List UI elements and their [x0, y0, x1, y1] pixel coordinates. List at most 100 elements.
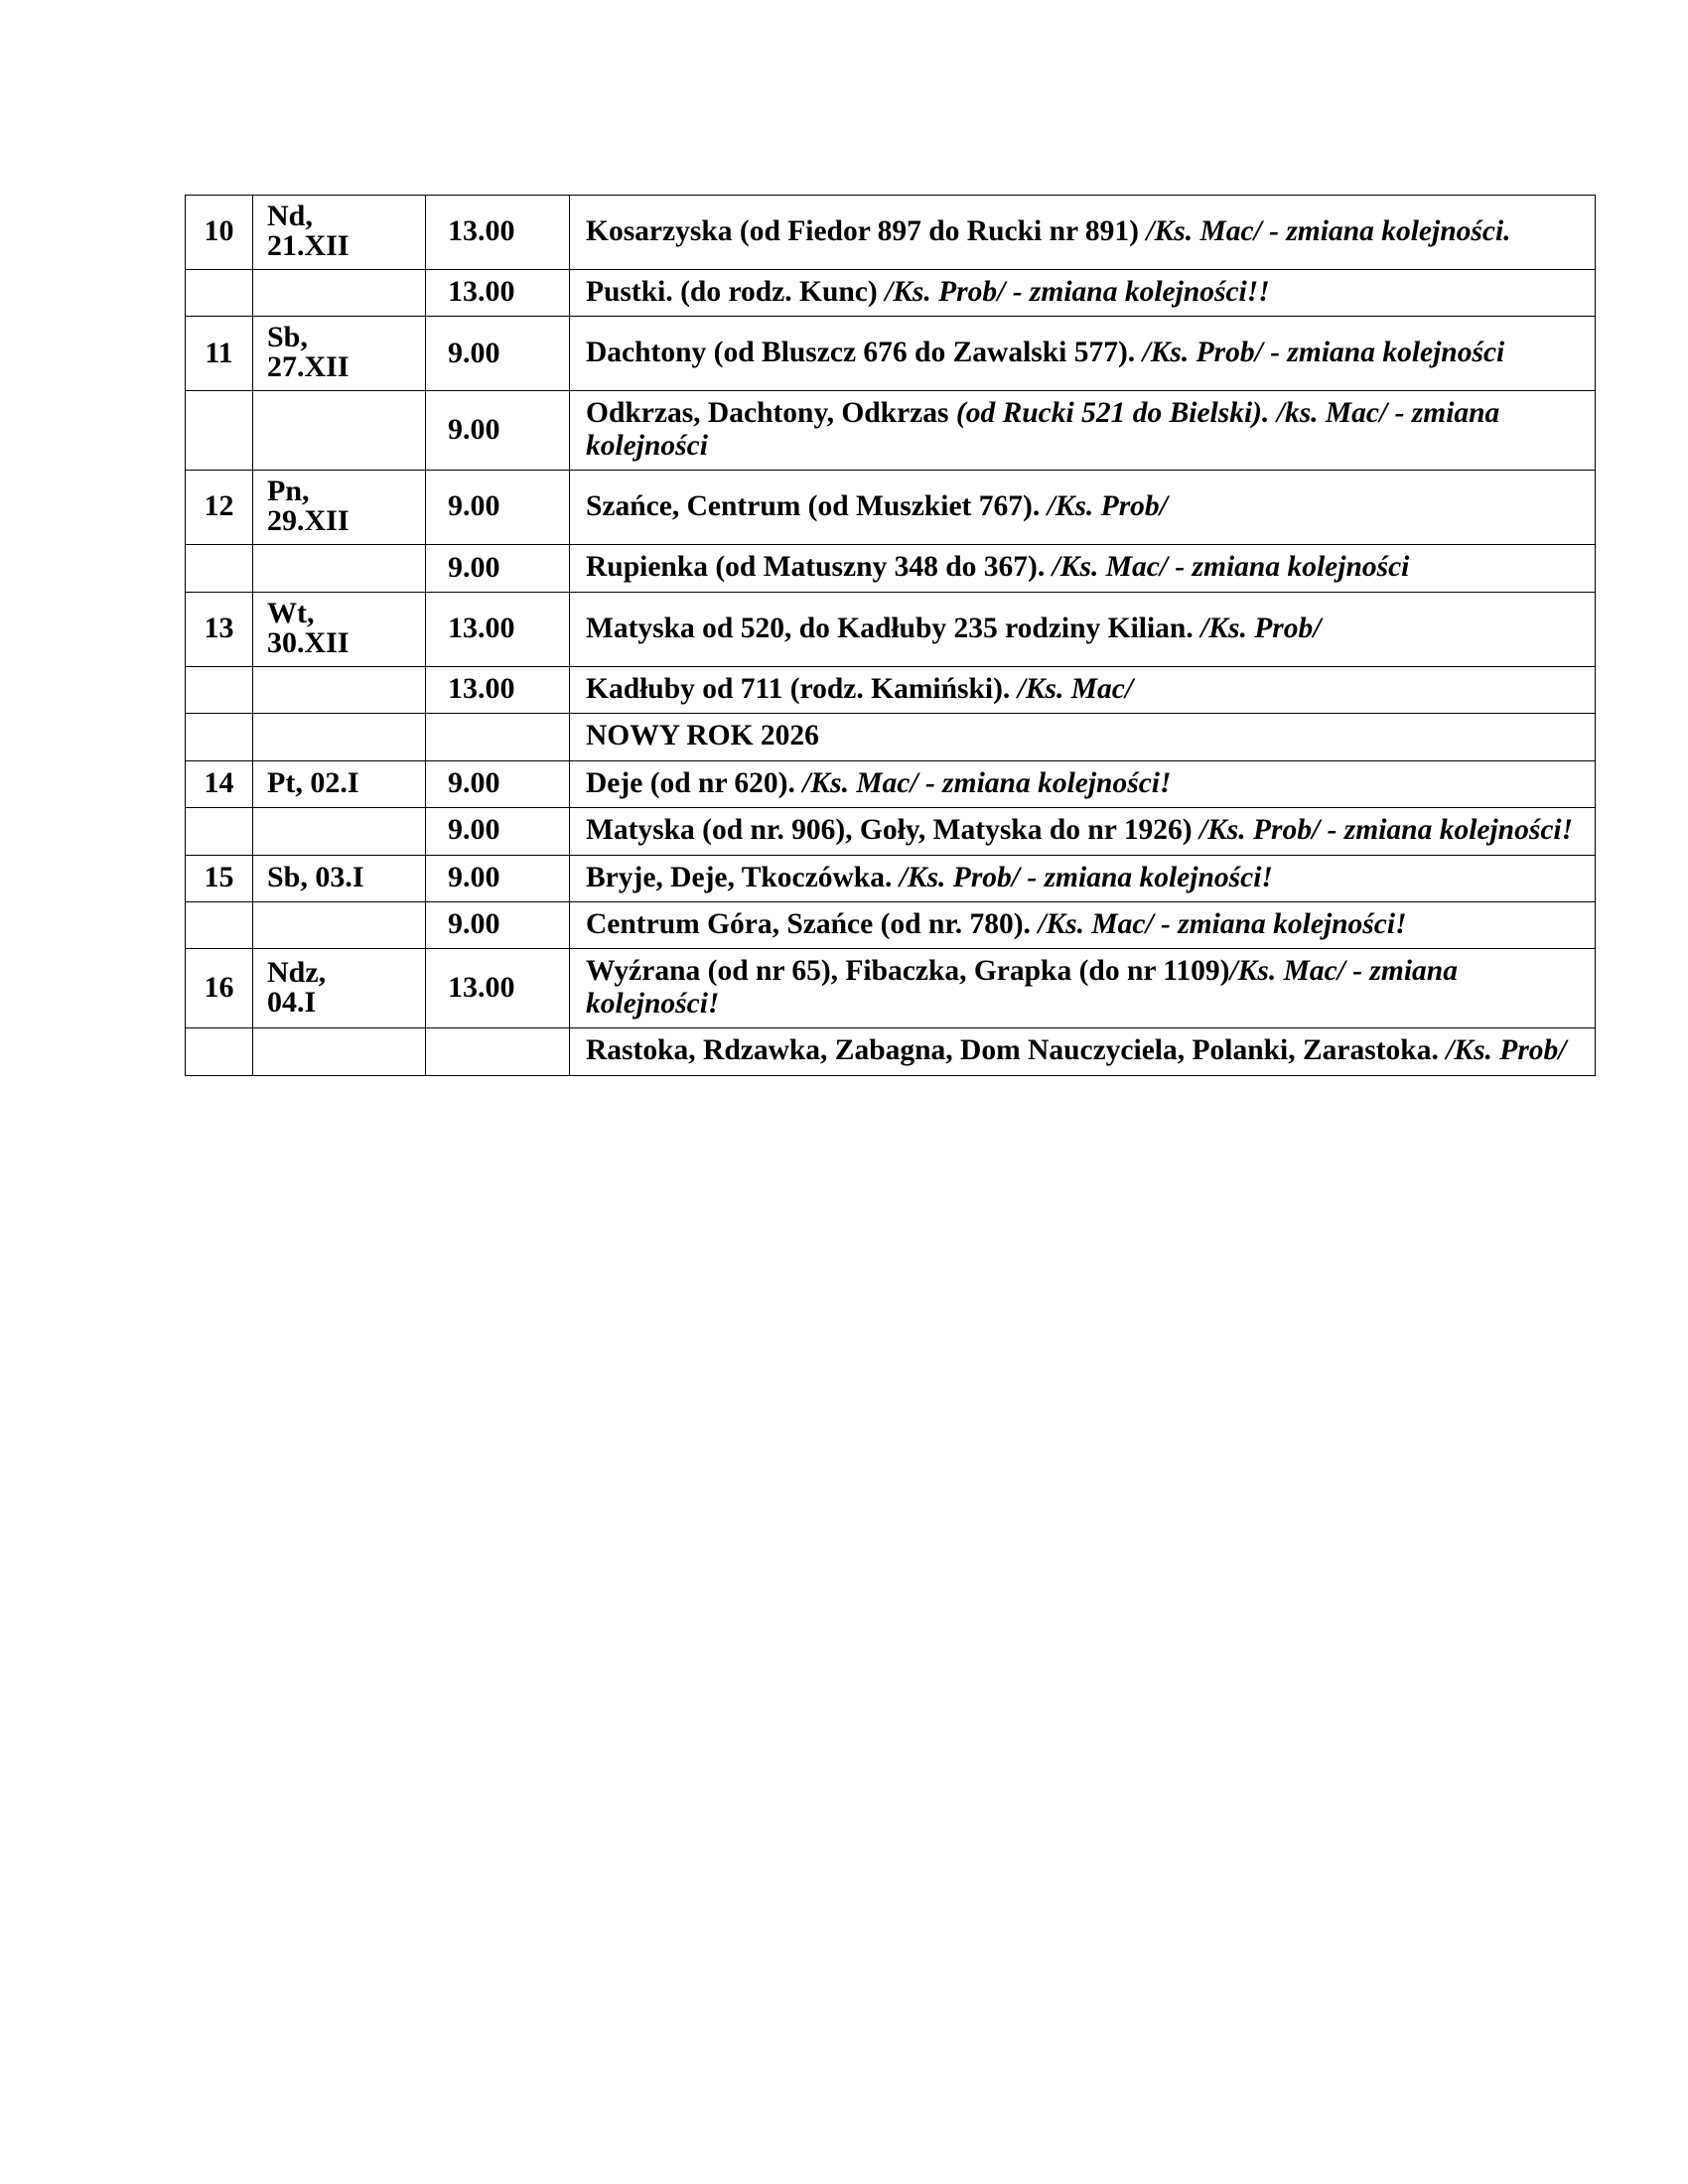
description-priest-note: /Ks. Prob/ - zmiana kolejności! — [899, 861, 1273, 893]
description-priest-note: /Ks. Prob/ - zmiana kolejności! — [1198, 814, 1574, 847]
table-body: 10 Nd, 21.XII 13.00 Kosarzyska (od Fiedor 89… — [185, 195, 1596, 1076]
day-date-cell — [252, 544, 426, 593]
description-cell: Odkrzas, Dachtony, Odkrzas (od Rucki 521… — [569, 390, 1596, 472]
table-row: 15 Sb, 03.I 9.00 Bryje, Deje, Tkoczówka. /K… — [185, 854, 1596, 902]
time-cell: 9.00 — [425, 807, 570, 856]
time-cell: 13.00 — [425, 665, 570, 715]
day-date-cell: Nd, 21.XII — [252, 195, 426, 270]
day-date: 04.I — [267, 985, 317, 1019]
table-row: 14 Pt, 02.I 9.00 Deje (od nr 620). /Ks. Mac… — [185, 759, 1596, 809]
description-main: NOWY ROK 2026 — [586, 720, 819, 752]
description-main: Odkrzas, Dachtony, Odkrzas — [586, 397, 956, 430]
table-row: 12 Pn, 29.XII 9.00 Szańce, Centrum (od Muszk… — [185, 470, 1596, 546]
time-cell — [425, 1027, 570, 1076]
time-cell: 13.00 — [425, 591, 570, 667]
description-cell: Szańce, Centrum (od Muszkiet 767). /Ks. … — [569, 470, 1596, 546]
time-cell — [425, 713, 570, 761]
description-cell: Dachtony (od Bluszcz 676 do Zawalski 577… — [569, 316, 1596, 392]
time-cell: 13.00 — [425, 195, 570, 270]
table-row: 9.00 Odkrzas, Dachtony, Odkrzas (od Rucki… — [185, 390, 1596, 472]
description-cell: Matyska od 520, do Kadłuby 235 rodziny K… — [569, 591, 1596, 667]
description-priest-note: /Ks. Prob/ — [1200, 612, 1322, 644]
description-main: Deje (od nr 620). — [586, 766, 803, 799]
description-priest-note: /Ks. Mac/ - zmiana kolejności. — [1146, 214, 1511, 247]
table-row: 13.00 Pustki. (do rodz. Kunc) /Ks. Prob/ … — [185, 268, 1596, 318]
day-date: 30.XII — [267, 625, 350, 659]
description-priest-note: /Ks. Prob/ — [1446, 1034, 1567, 1067]
row-number-cell — [185, 713, 253, 761]
table-row: 11 Sb, 27.XII 9.00 Dachtony (od Bluszcz 676 … — [185, 316, 1596, 392]
description-main: Wyźrana (od nr 65), Fibaczka, Grapka (do… — [586, 955, 1230, 988]
day-name: Sb, 03.I — [267, 860, 364, 893]
day-name: Pt, 02.I — [267, 765, 359, 799]
description-cell: Pustki. (do rodz. Kunc) /Ks. Prob/ - zmi… — [569, 268, 1596, 318]
row-number-cell — [185, 807, 253, 856]
day-date: 27.XII — [267, 350, 350, 384]
description-priest-note: (od Rucki 521 do Bielski). /ks. Mac/ - z… — [586, 397, 1500, 462]
time-cell: 9.00 — [425, 390, 570, 472]
day-name: Ndz, — [267, 955, 327, 989]
day-date-cell — [252, 1027, 426, 1076]
time-cell: 9.00 — [425, 544, 570, 593]
row-number-cell: 15 — [185, 854, 253, 902]
description-main: Szańce, Centrum (od Muszkiet 767). — [586, 490, 1048, 523]
row-number-cell — [185, 268, 253, 318]
day-date-cell: Wt, 30.XII — [252, 591, 426, 667]
day-date: 21.XII — [267, 229, 350, 262]
row-number-cell — [185, 900, 253, 950]
table-row: 13 Wt, 30.XII 13.00 Matyska od 520, do Kadłu… — [185, 591, 1596, 667]
row-number-cell — [185, 544, 253, 593]
description-main: Rupienka (od Matuszny 348 do 367). — [586, 551, 1053, 584]
description-cell: Matyska (od nr. 906), Goły, Matyska do n… — [569, 807, 1596, 856]
day-name: Pn, — [267, 475, 310, 508]
time-cell: 13.00 — [425, 948, 570, 1029]
day-date-cell — [252, 713, 426, 761]
day-name: Nd, — [267, 200, 313, 232]
time-cell: 9.00 — [425, 759, 570, 809]
description-priest-note: /Ks. Prob/ - zmiana kolejności — [1142, 337, 1505, 369]
description-main: Dachtony (od Bluszcz 676 do Zawalski 577… — [586, 337, 1143, 369]
day-date-cell: Sb, 03.I — [252, 854, 426, 902]
description-priest-note: /Ks. Mac/ - zmiana kolejności! — [586, 955, 1458, 1020]
description-main: Kosarzyska (od Fiedor 897 do Rucki nr 89… — [586, 214, 1147, 247]
time-cell: 9.00 — [425, 900, 570, 950]
day-date-cell: Sb, 27.XII — [252, 316, 426, 392]
description-main: Rastoka, Rdzawka, Zabagna, Dom Nauczycie… — [586, 1034, 1447, 1067]
description-cell: Deje (od nr 620). /Ks. Mac/ - zmiana kol… — [569, 759, 1596, 809]
row-number-cell: 12 — [185, 470, 253, 546]
day-date-cell: Ndz, 04.I — [252, 948, 426, 1029]
description-priest-note: /Ks. Mac/ - zmiana kolejności! — [1038, 907, 1407, 940]
description-main: Bryje, Deje, Tkoczówka. — [586, 861, 900, 893]
description-priest-note: /Ks. Mac/ - zmiana kolejności! — [802, 766, 1172, 799]
time-cell: 9.00 — [425, 470, 570, 546]
row-number-cell — [185, 1027, 253, 1076]
row-number-cell — [185, 665, 253, 715]
day-name: Sb, — [267, 321, 308, 354]
description-priest-note: /Ks. Mac/ — [1017, 672, 1134, 705]
day-date-cell — [252, 900, 426, 950]
day-name: Wt, — [267, 596, 315, 629]
day-date-cell: Pt, 02.I — [252, 759, 426, 809]
description-priest-note: /Ks. Prob/ - zmiana kolejności!! — [885, 276, 1270, 308]
time-cell: 9.00 — [425, 316, 570, 392]
description-priest-note: /Ks. Prob/ — [1047, 490, 1168, 523]
table-row: 9.00 Rupienka (od Matuszny 348 do 367). /… — [185, 544, 1596, 593]
description-cell: Kosarzyska (od Fiedor 897 do Rucki nr 89… — [569, 195, 1596, 270]
table-row: 13.00 Kadłuby od 711 (rodz. Kamiński). /K… — [185, 665, 1596, 715]
description-main: Matyska od 520, do Kadłuby 235 rodziny K… — [586, 612, 1201, 644]
description-cell: Bryje, Deje, Tkoczówka. /Ks. Prob/ - zmi… — [569, 854, 1596, 902]
row-number-cell: 13 — [185, 591, 253, 667]
day-date-cell — [252, 665, 426, 715]
description-cell: Centrum Góra, Szańce (od nr. 780). /Ks. … — [569, 900, 1596, 950]
description-main: Centrum Góra, Szańce (od nr. 780). — [586, 907, 1039, 940]
day-date-cell — [252, 807, 426, 856]
description-cell: NOWY ROK 2026 — [569, 713, 1596, 761]
description-cell: Rupienka (od Matuszny 348 do 367). /Ks. … — [569, 544, 1596, 593]
table-row: 9.00 Centrum Góra, Szańce (od nr. 780). /… — [185, 900, 1596, 950]
description-cell: Rastoka, Rdzawka, Zabagna, Dom Nauczycie… — [569, 1027, 1596, 1076]
description-main: Kadłuby od 711 (rodz. Kamiński). — [586, 672, 1018, 705]
row-number-cell — [185, 390, 253, 472]
description-main: Matyska (od nr. 906), Goły, Matyska do n… — [586, 814, 1199, 847]
table-row: 9.00 Matyska (od nr. 906), Goły, Matyska … — [185, 807, 1596, 856]
